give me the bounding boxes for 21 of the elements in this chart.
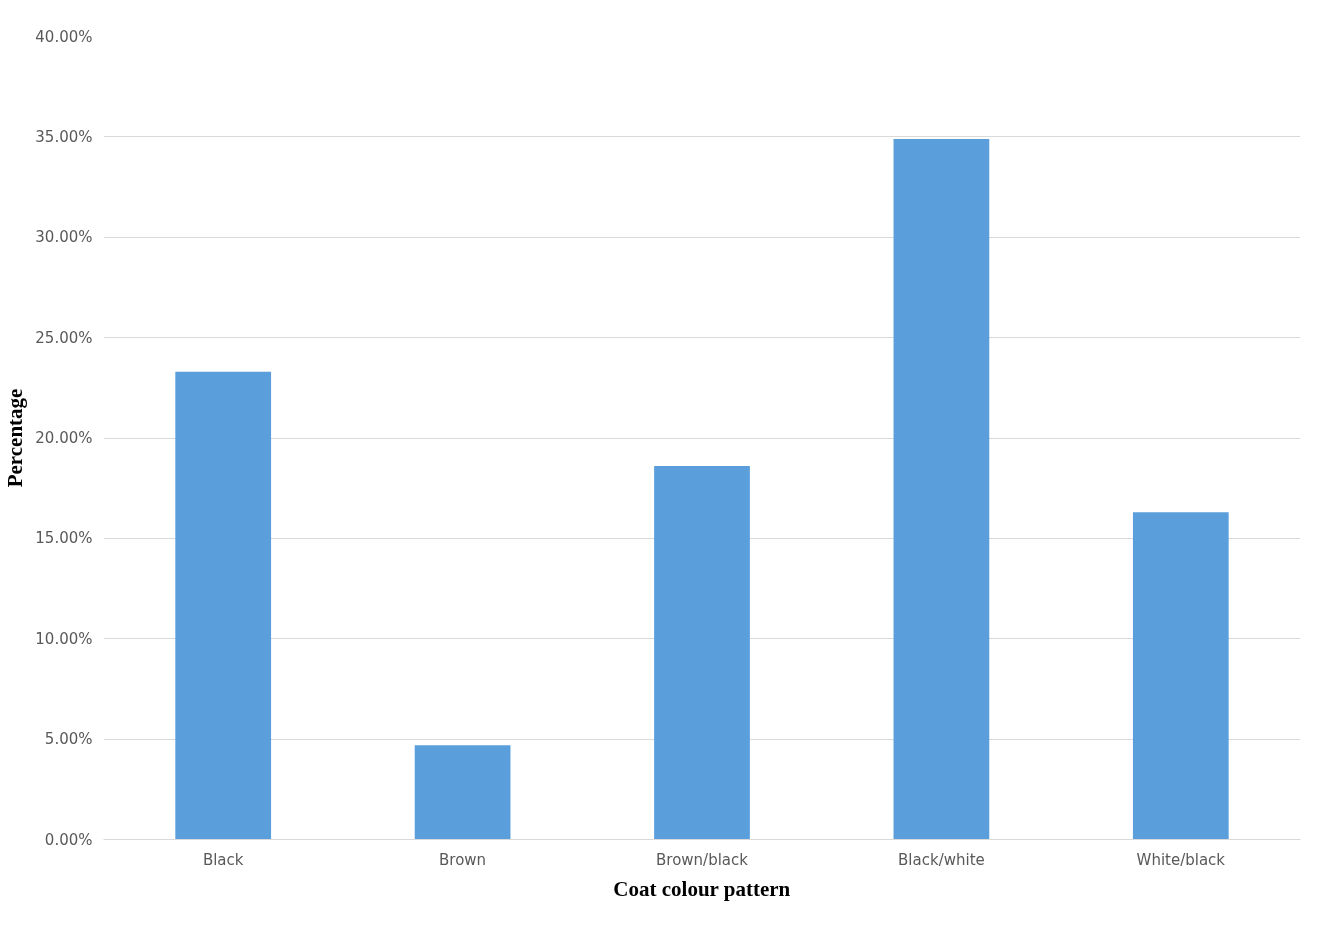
y-tick-label: 30.00% xyxy=(35,228,93,247)
bar xyxy=(1132,512,1229,840)
x-tick-label: Brown xyxy=(439,850,487,869)
bar xyxy=(654,466,750,840)
y-tick-label: 40.00% xyxy=(35,27,93,46)
x-tick-label: Brown/black xyxy=(656,850,749,869)
y-tick-label: 25.00% xyxy=(35,328,93,347)
y-tick-label: 20.00% xyxy=(35,429,93,447)
y-tick-label: 35.00% xyxy=(35,127,93,146)
y-axis-title: Percentage xyxy=(3,388,28,488)
y-tick-label: 10.00% xyxy=(35,629,93,648)
x-tick-label: Black/white xyxy=(898,850,985,869)
x-tick-label: Black xyxy=(202,850,244,869)
bar xyxy=(414,745,511,840)
bar xyxy=(893,138,990,840)
y-tick-label: 15.00% xyxy=(35,529,93,548)
bar xyxy=(175,371,272,840)
x-axis-title: Coat colour pattern xyxy=(613,876,791,901)
x-tick-label: White/black xyxy=(1136,850,1226,869)
y-tick-label: 0.00% xyxy=(44,830,93,849)
y-tick-label: 5.00% xyxy=(44,730,93,749)
